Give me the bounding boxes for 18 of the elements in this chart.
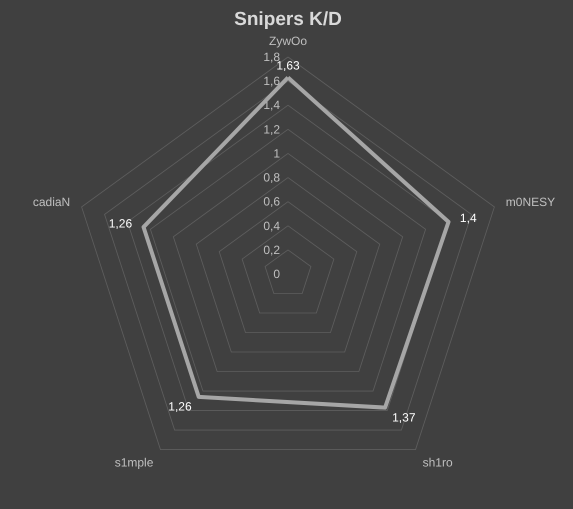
y-tick-label: 1,2 bbox=[263, 122, 280, 136]
y-tick-label: 1 bbox=[273, 146, 280, 160]
y-tick-label: 0,2 bbox=[263, 242, 280, 257]
spoke-label: s1mple bbox=[114, 456, 154, 470]
y-tick-label: 0,4 bbox=[263, 218, 280, 233]
spoke-label: ZywOo bbox=[268, 34, 308, 48]
y-tick-label: 0,8 bbox=[263, 170, 280, 185]
y-tick-label: 0 bbox=[273, 267, 280, 281]
spoke-label: m0NESY bbox=[506, 195, 556, 209]
spoke-label: cadiaN bbox=[32, 195, 70, 209]
y-tick-label: 1,6 bbox=[263, 74, 280, 88]
chart-title: Snipers K/D bbox=[234, 9, 342, 30]
data-label: 1,26 bbox=[168, 400, 192, 414]
spoke-label: sh1ro bbox=[422, 456, 453, 470]
y-tick-label: 0,6 bbox=[263, 194, 280, 209]
data-label: 1,26 bbox=[108, 216, 132, 230]
data-label: 1,4 bbox=[460, 211, 477, 226]
data-label: 1,37 bbox=[392, 410, 416, 424]
